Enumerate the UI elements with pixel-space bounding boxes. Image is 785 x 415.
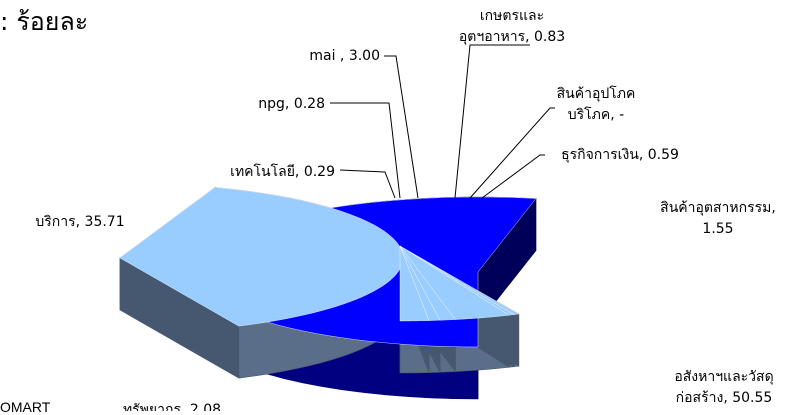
slice-label-0: อสังหาฯและวัสดุก่อสร้าง, 50.55 — [674, 369, 773, 406]
slice-label-7: สินค้าอุปโภคบริโภค, - — [557, 85, 636, 123]
leader-line-3 — [339, 169, 396, 199]
slice-label-1: ทรัพยากร, 2.08 — [123, 402, 221, 411]
leader-lines — [330, 44, 555, 199]
pie-tops — [119, 187, 537, 348]
slice-label-5: mai , 3.00 — [309, 48, 380, 64]
slice-labels: อสังหาฯและวัสดุก่อสร้าง, 50.55 ทรัพยากร, … — [35, 8, 775, 411]
leader-line-4 — [330, 102, 401, 199]
leader-line-7 — [469, 107, 555, 199]
slice-label-2: บริการ, 35.71 — [35, 214, 124, 230]
slice-label-8: ธุรกิจการเงิน, 0.59 — [561, 147, 679, 163]
slice-5 — [399, 245, 510, 320]
leader-line-6 — [454, 44, 530, 199]
footer-text: OMART — [0, 399, 51, 415]
slice-label-9: สินค้าอุตสาหกรรม, 1.55 — [660, 200, 776, 237]
slice-8 — [399, 245, 441, 321]
slice-label-3: เทคโนโลยี, 0.29 — [230, 163, 335, 180]
slice-6 — [399, 245, 456, 321]
slice-4 — [399, 245, 515, 316]
leader-line-5 — [384, 55, 419, 199]
slice-9 — [399, 245, 430, 322]
slice-3 — [399, 245, 520, 315]
unit-label: : ร้อยละ — [0, 7, 89, 36]
slice-label-4: npg, 0.28 — [258, 96, 325, 112]
slice-label-6: เกษตรและอุตฯอาหาร, 0.83 — [459, 8, 565, 45]
leader-line-8 — [481, 154, 545, 199]
